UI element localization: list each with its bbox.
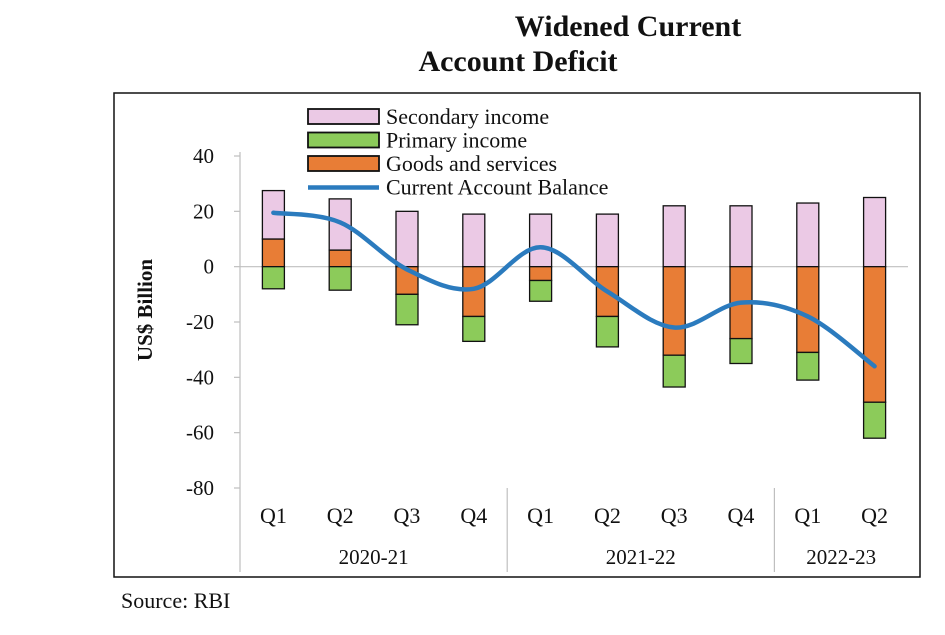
bars (261, 189, 887, 439)
y-tick-label: -80 (186, 476, 214, 500)
legend-swatch (307, 131, 380, 149)
x-tick-label: Q1 (794, 503, 821, 528)
bar-secondary-income (862, 196, 887, 268)
bar-primary-income (595, 315, 620, 348)
current-account-line-layer (271, 210, 877, 369)
x-tick-label: Q4 (460, 503, 487, 528)
bar-goods-and-services (862, 266, 887, 403)
x-tick-label: Q2 (327, 503, 354, 528)
bar-primary-income (462, 315, 486, 343)
bar-secondary-income (395, 210, 419, 268)
x-axis-labels: Q1 Q2 Q3 Q4 Q1 Q2 Q3 Q4 Q1 Q2 2020-21 2021-22 2022-2… (260, 488, 888, 572)
x-tick-label: Q2 (594, 503, 621, 528)
bar-secondary-income (595, 213, 620, 268)
bar-secondary-income (729, 205, 753, 268)
bar-goods-and-services (328, 249, 352, 268)
bar-secondary-income (662, 205, 686, 268)
x-group-label: 2020-21 (339, 545, 409, 569)
bar-goods-and-services (796, 266, 820, 354)
y-tick-label: 0 (204, 255, 215, 279)
legend-label: Current Account Balance (386, 175, 608, 200)
y-tick-label: -60 (186, 421, 214, 445)
y-tick-label: 40 (193, 144, 214, 168)
current-account-balance-line (271, 210, 877, 369)
bar-primary-income (862, 401, 887, 439)
chart-title-line2: Account Deficit (418, 45, 617, 78)
x-tick-label: Q1 (260, 503, 287, 528)
axes: 40 20 0 -20 -40 -60 -80 (186, 144, 908, 572)
y-tick-label: 20 (193, 199, 214, 223)
y-tick-label: -40 (186, 365, 214, 389)
bar-secondary-income (462, 213, 486, 268)
x-tick-label: Q3 (394, 503, 421, 528)
bar-secondary-income (796, 202, 820, 268)
bar-goods-and-services (662, 266, 686, 356)
legend-swatch (307, 155, 380, 172)
legend-label: Secondary income (386, 104, 549, 129)
y-tick-label: -20 (186, 310, 214, 334)
legend-label: Goods and services (386, 151, 557, 176)
x-group-label: 2022-23 (806, 545, 876, 569)
y-axis-label: US$ Billion (133, 259, 157, 361)
x-tick-label: Q3 (661, 503, 688, 528)
bar-primary-income (328, 266, 352, 291)
plot-frame (113, 92, 921, 578)
x-group-label: 2021-22 (606, 545, 676, 569)
bar-primary-income (261, 266, 286, 290)
bar-secondary-income (528, 213, 553, 268)
x-tick-label: Q4 (728, 503, 755, 528)
bar-primary-income (662, 354, 686, 388)
bar-primary-income (528, 279, 553, 302)
bar-goods-and-services (528, 266, 553, 282)
chart-title-line1: Widened Current (515, 10, 741, 43)
bar-goods-and-services (261, 238, 286, 268)
bar-primary-income (395, 293, 419, 326)
bar-primary-income (729, 337, 753, 365)
legend-label: Primary income (386, 128, 527, 153)
bar-primary-income (796, 351, 820, 381)
x-tick-label: Q1 (527, 503, 554, 528)
legend-swatch (307, 108, 380, 125)
source-note: Source: RBI (121, 588, 230, 613)
x-tick-label: Q2 (861, 503, 888, 528)
